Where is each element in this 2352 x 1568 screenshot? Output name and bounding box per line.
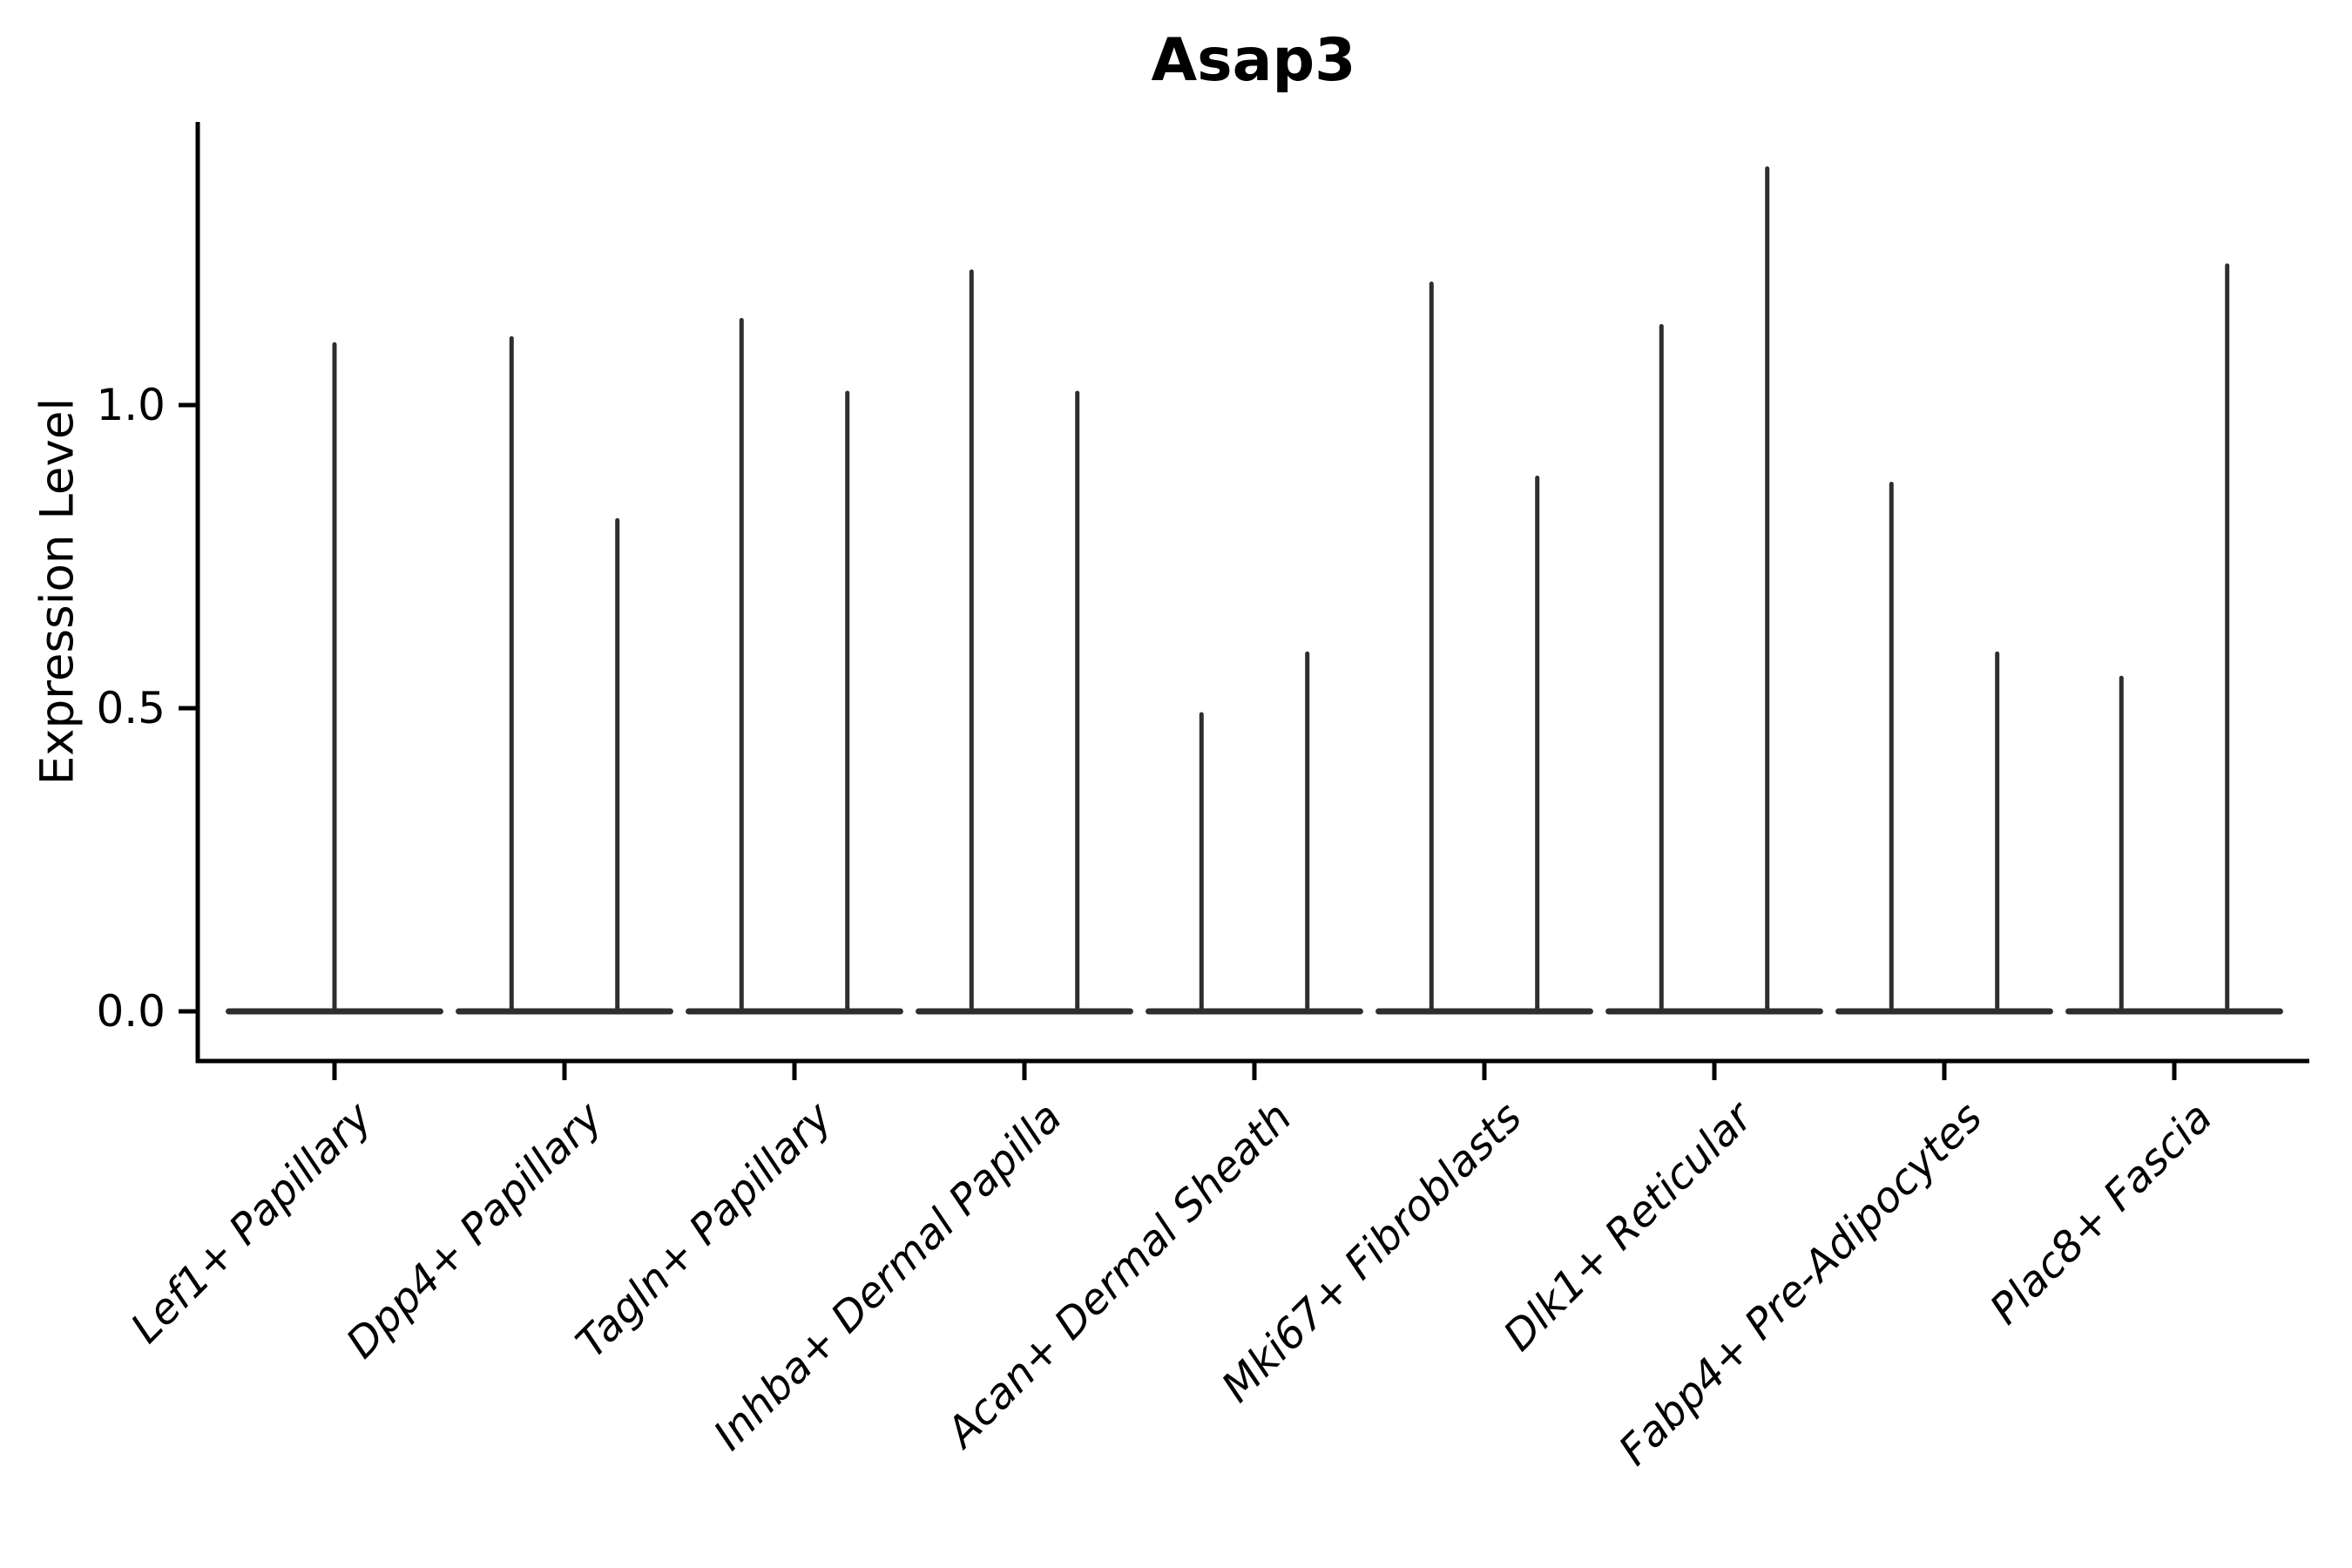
y-tick-label: 1.0	[96, 380, 166, 430]
y-tick-label: 0.0	[96, 986, 166, 1037]
y-tick-label: 0.5	[96, 683, 166, 733]
chart-title: Asap3	[1151, 26, 1356, 95]
